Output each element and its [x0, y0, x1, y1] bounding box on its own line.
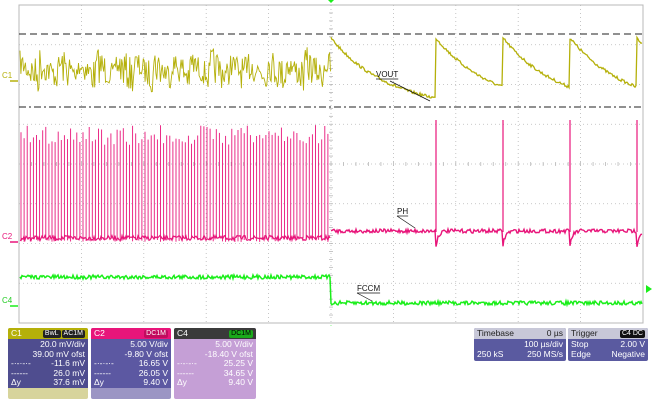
channel-4-header[interactable]: C4 DC1M — [174, 328, 256, 339]
channel-1-header[interactable]: C1 BwL AC1M — [8, 328, 88, 339]
channel-1-panel[interactable]: C1 BwL AC1M 20.0 mV/div 39.00 mV ofst -·… — [8, 328, 88, 399]
trigger-type: Edge — [571, 350, 591, 360]
delta-symbol: Δy — [94, 378, 112, 388]
fccm-label: FCCM — [357, 284, 380, 293]
channel-2-name: C2 — [94, 329, 105, 339]
coupling-badge: DC1M — [229, 330, 253, 338]
trigger-slope: Negative — [611, 350, 645, 360]
channel-1-marker[interactable]: C1 — [2, 72, 12, 80]
timebase-samples: 250 kS — [477, 350, 503, 360]
delta-symbol: Δy — [11, 378, 29, 388]
channel-2-header[interactable]: C2 DC1M — [91, 328, 171, 339]
channel-2-marker[interactable]: C2 — [2, 233, 12, 241]
channel-2-panel[interactable]: C2 DC1M 5.00 V/div -9.80 V ofst -·-·-·- 1… — [91, 328, 171, 399]
coupling-badge: DC1M — [144, 330, 168, 338]
channel-4-name: C4 — [177, 329, 188, 339]
channel-4-delta: 9.40 V — [228, 378, 253, 388]
channel-4-panel[interactable]: C4 DC1M 5.00 V/div -18.40 V ofst -·-·-·-… — [174, 328, 256, 399]
oscilloscope-display: VOUT PH FCCM — [0, 0, 657, 326]
delta-symbol: Δy — [177, 378, 195, 388]
channel-1-name: C1 — [11, 329, 22, 339]
channel-4-marker[interactable]: C4 — [2, 297, 12, 305]
timebase-rate: 250 MS/s — [527, 350, 563, 360]
ph-label: PH — [397, 207, 408, 216]
vout-label: VOUT — [376, 70, 398, 79]
trigger-source-badge: C4 DC — [620, 330, 645, 338]
timebase-title: Timebase — [477, 329, 514, 339]
coupling-badge: AC1M — [62, 330, 85, 338]
trigger-panel[interactable]: Trigger C4 DC Stop 2.00 V Edge Negative — [568, 328, 648, 361]
channel-2-delta: 9.40 V — [143, 378, 168, 388]
timebase-delay: 0 µs — [547, 329, 563, 339]
timebase-panel[interactable]: Timebase 0 µs 100 µs/div 250 kS 250 MS/s — [474, 328, 566, 361]
trigger-title: Trigger — [571, 329, 598, 339]
bandwidth-limit-badge: BwL — [43, 330, 61, 338]
channel-1-delta: 37.6 mV — [53, 378, 85, 388]
